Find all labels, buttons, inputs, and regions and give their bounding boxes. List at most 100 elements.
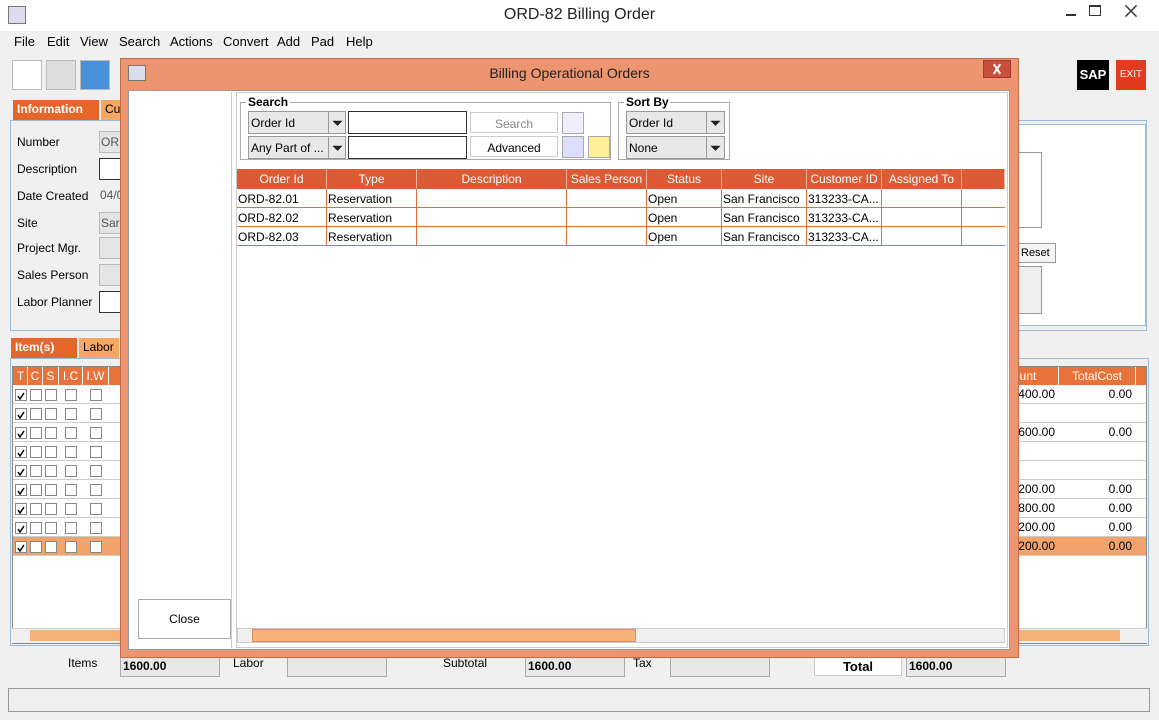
order-cell[interactable]: San Francisco — [722, 189, 807, 208]
checkbox[interactable] — [65, 427, 77, 439]
order-cell[interactable]: ORD-82.03 — [237, 227, 327, 246]
order-cell[interactable] — [882, 208, 962, 227]
search-input[interactable] — [348, 111, 467, 134]
order-cell[interactable] — [882, 189, 962, 208]
checkbox[interactable] — [29, 484, 42, 496]
order-cell[interactable]: Reservation — [327, 189, 417, 208]
checkbox[interactable] — [65, 484, 77, 496]
sap-button[interactable]: SAP — [1077, 60, 1109, 90]
checkbox[interactable] — [29, 446, 42, 458]
menu-item[interactable]: Convert — [223, 34, 269, 49]
order-cell[interactable]: San Francisco — [722, 227, 807, 246]
menu-item[interactable]: Pad — [311, 34, 335, 49]
maximize-button[interactable] — [1089, 5, 1101, 16]
checkbox[interactable] — [15, 465, 27, 477]
checkbox[interactable] — [65, 389, 77, 401]
order-cell[interactable]: 313233-CA... — [807, 208, 882, 227]
search-field-combo[interactable]: Order Id — [248, 111, 346, 134]
checkbox[interactable] — [65, 465, 77, 477]
combo-arrow[interactable] — [706, 112, 724, 133]
toolbar-button[interactable] — [12, 60, 42, 90]
menu-item[interactable]: Search — [119, 34, 161, 49]
checkbox[interactable] — [15, 522, 27, 534]
combo-arrow[interactable] — [706, 137, 724, 158]
order-cell[interactable]: Reservation — [327, 208, 417, 227]
column-header[interactable]: Assigned To — [882, 169, 962, 189]
match-combo[interactable]: Any Part of ... — [248, 136, 346, 159]
sort-field-combo[interactable]: Order Id — [626, 111, 725, 134]
order-cell[interactable] — [417, 208, 567, 227]
tab[interactable]: Cu — [101, 100, 123, 120]
close-button[interactable]: Close — [138, 599, 231, 639]
tab[interactable]: Information — [13, 100, 99, 120]
filter-icon-button[interactable] — [562, 136, 584, 158]
order-cell[interactable]: Reservation — [327, 227, 417, 246]
order-cell[interactable]: San Francisco — [722, 208, 807, 227]
search-input[interactable] — [348, 136, 467, 159]
combo-arrow[interactable] — [328, 112, 346, 133]
checkbox[interactable] — [45, 503, 57, 515]
menu-item[interactable]: Add — [277, 34, 301, 49]
order-cell[interactable]: Open — [647, 189, 722, 208]
sort-order-combo[interactable]: None — [626, 136, 725, 159]
combo-arrow[interactable] — [328, 137, 346, 158]
dialog-close-x[interactable] — [983, 60, 1011, 78]
checkbox[interactable] — [15, 427, 27, 439]
order-cell[interactable]: ORD-82.02 — [237, 208, 327, 227]
checkbox[interactable] — [15, 484, 27, 496]
checkbox[interactable] — [90, 408, 102, 420]
minimize-button[interactable] — [1066, 14, 1076, 16]
column-header[interactable]: Sales Person — [567, 169, 647, 189]
order-cell[interactable] — [882, 227, 962, 246]
order-cell[interactable]: ORD-82.01 — [237, 189, 327, 208]
close-window-button[interactable] — [1124, 4, 1138, 18]
order-cell[interactable]: Open — [647, 227, 722, 246]
tab[interactable]: Item(s) — [11, 338, 77, 358]
checkbox[interactable] — [65, 522, 77, 534]
order-cell[interactable] — [417, 189, 567, 208]
order-cell[interactable] — [567, 208, 647, 227]
checkbox[interactable] — [45, 427, 57, 439]
checkbox[interactable] — [90, 465, 102, 477]
checkbox[interactable] — [90, 427, 102, 439]
checkbox[interactable] — [45, 465, 57, 477]
order-cell[interactable] — [567, 227, 647, 246]
checkbox[interactable] — [90, 484, 102, 496]
column-header[interactable]: Customer ID — [807, 169, 882, 189]
checkbox[interactable] — [15, 446, 27, 458]
checkbox[interactable] — [15, 408, 27, 420]
checkbox[interactable] — [15, 541, 27, 553]
column-header[interactable]: Description — [417, 169, 567, 189]
toolbar-button[interactable] — [80, 60, 110, 90]
column-header[interactable]: Site — [722, 169, 807, 189]
menu-item[interactable]: File — [14, 34, 35, 49]
toolbar-button[interactable] — [46, 60, 76, 90]
checkbox[interactable] — [65, 446, 77, 458]
checkbox[interactable] — [45, 484, 57, 496]
order-cell[interactable] — [567, 189, 647, 208]
checkbox[interactable] — [29, 503, 42, 515]
checkbox[interactable] — [15, 503, 27, 515]
checkbox[interactable] — [45, 541, 57, 553]
checkbox[interactable] — [90, 541, 102, 553]
checkbox[interactable] — [15, 389, 27, 401]
order-cell[interactable]: 313233-CA... — [807, 189, 882, 208]
checkbox[interactable] — [29, 522, 42, 534]
checkbox[interactable] — [29, 465, 42, 477]
menu-item[interactable]: Help — [346, 34, 373, 49]
checkbox[interactable] — [29, 427, 42, 439]
order-cell[interactable]: 313233-CA... — [807, 227, 882, 246]
checkbox[interactable] — [90, 389, 102, 401]
menu-item[interactable]: View — [80, 34, 108, 49]
tab[interactable]: Labor — [79, 338, 119, 358]
menu-item[interactable]: Edit — [47, 34, 70, 49]
order-cell[interactable] — [417, 227, 567, 246]
search-button[interactable]: Search — [470, 112, 558, 133]
checkbox[interactable] — [90, 503, 102, 515]
column-header[interactable]: Order Id — [237, 169, 327, 189]
order-cell[interactable]: Open — [647, 208, 722, 227]
checkbox[interactable] — [45, 522, 57, 534]
checkbox[interactable] — [65, 503, 77, 515]
checkbox[interactable] — [29, 389, 42, 401]
checkbox[interactable] — [29, 408, 42, 420]
